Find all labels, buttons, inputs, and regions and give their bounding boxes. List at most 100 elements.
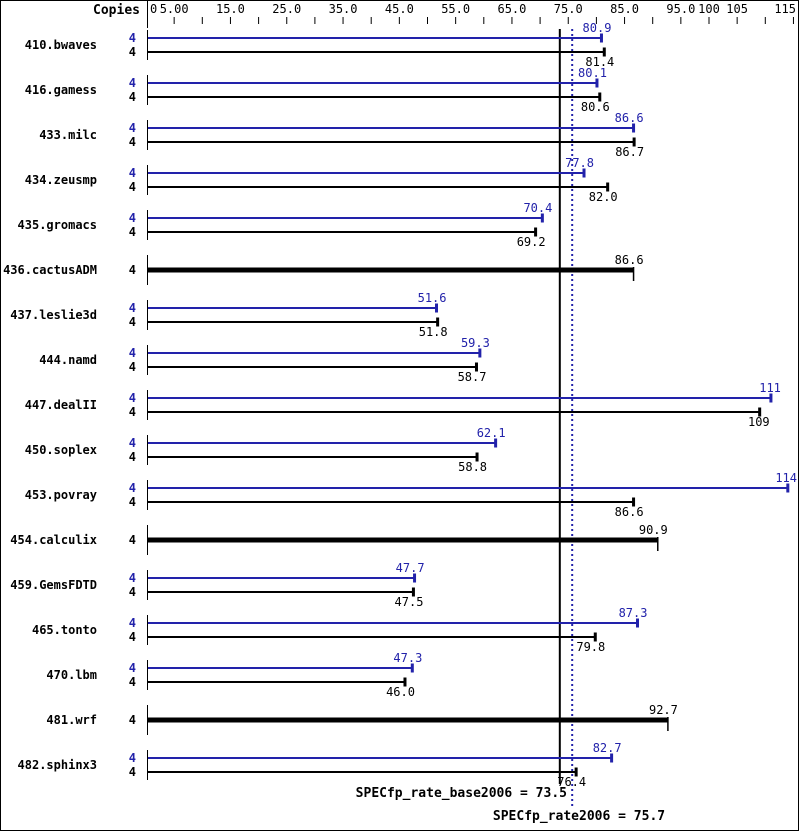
bar-base-450-soplex	[148, 456, 478, 458]
bar-peak-437-leslie3d	[148, 307, 437, 309]
value-peak-482-sphinx3: 82.7	[593, 741, 622, 755]
bar-base-416-gamess	[148, 96, 600, 98]
axis-tick-label-55: 55.0	[441, 2, 470, 16]
axis-tick-label-45: 45.0	[385, 2, 414, 16]
copies-peak-482-sphinx3: 4	[129, 751, 136, 765]
bar-base-endcap-447-dealII	[758, 407, 762, 417]
benchmark-name-434-zeusmp: 434.zeusmp	[25, 173, 97, 187]
bar-peak-endcap-450-soplex	[494, 438, 498, 448]
axis-tick-label-100: 100	[698, 2, 720, 16]
bar-base-endcap-459-GemsFDTD	[411, 587, 415, 597]
value-base-434-zeusmp: 82.0	[589, 190, 618, 204]
copies-base-444-namd: 4	[129, 360, 136, 374]
copies-peak-410-bwaves: 4	[129, 31, 136, 45]
bar-peak-endcap-447-dealII	[769, 393, 773, 403]
bar-base-endcap-481-wrf	[667, 717, 669, 731]
bar-base-435-gromacs	[148, 231, 536, 233]
bar-base-465-tonto	[148, 636, 596, 638]
copies-base-434-zeusmp: 4	[129, 180, 136, 194]
bar-base-endcap-453-povray	[632, 497, 636, 507]
copies-base-450-soplex: 4	[129, 450, 136, 464]
bar-base-endcap-433-milc	[632, 137, 636, 147]
copies-peak-459-GemsFDTD: 4	[129, 571, 136, 585]
value-base-410-bwaves: 81.4	[585, 55, 614, 69]
copies-base-459-GemsFDTD: 4	[129, 585, 136, 599]
value-peak-465-tonto: 87.3	[619, 606, 648, 620]
axis-tick-label-35: 35.0	[329, 2, 358, 16]
benchmark-name-470-lbm: 470.lbm	[46, 668, 97, 682]
copies-base-433-milc: 4	[129, 135, 136, 149]
bar-peak-endcap-465-tonto	[635, 618, 639, 628]
bar-base-444-namd	[148, 366, 477, 368]
bar-peak-endcap-453-povray	[786, 483, 790, 493]
benchmark-name-482-sphinx3: 482.sphinx3	[18, 758, 97, 772]
benchmark-name-453-povray: 453.povray	[25, 488, 97, 502]
bar-base-437-leslie3d	[148, 321, 438, 323]
value-base-436-cactusADM: 86.6	[615, 253, 644, 267]
copies-base-435-gromacs: 4	[129, 225, 136, 239]
bar-peak-endcap-482-sphinx3	[610, 753, 614, 763]
bar-peak-endcap-437-leslie3d	[435, 303, 439, 313]
copies-peak-416-gamess: 4	[129, 76, 136, 90]
value-base-465-tonto: 79.8	[576, 640, 605, 654]
copies-peak-435-gromacs: 4	[129, 211, 136, 225]
copies-peak-444-namd: 4	[129, 346, 136, 360]
bar-base-434-zeusmp	[148, 186, 608, 188]
benchmark-name-454-calculix: 454.calculix	[10, 533, 97, 547]
value-peak-450-soplex: 62.1	[477, 426, 506, 440]
copies-peak-450-soplex: 4	[129, 436, 136, 450]
summary-base-line: SPECfp_rate_base2006 = 73.5	[355, 786, 567, 801]
bar-peak-endcap-444-namd	[478, 348, 482, 358]
bar-base-436-cactusADM	[148, 267, 634, 273]
bar-peak-453-povray	[148, 487, 788, 489]
value-peak-435-gromacs: 70.4	[523, 201, 552, 215]
axis-tick-label-25: 25.0	[272, 2, 301, 16]
bar-base-481-wrf	[148, 717, 668, 723]
benchmark-name-481-wrf: 481.wrf	[46, 713, 97, 727]
bar-base-endcap-470-lbm	[403, 677, 407, 687]
axis-tick-label-15: 15.0	[216, 2, 245, 16]
bar-peak-endcap-459-GemsFDTD	[413, 573, 417, 583]
benchmark-name-459-GemsFDTD: 459.GemsFDTD	[10, 578, 97, 592]
bar-base-410-bwaves	[148, 51, 605, 53]
value-peak-447-dealII: 111	[759, 381, 781, 395]
value-peak-453-povray: 114	[775, 471, 797, 485]
axis-tick-label-0: 0	[150, 2, 157, 16]
axis-tick-label-5: 5.00	[160, 2, 189, 16]
benchmark-name-447-dealII: 447.dealII	[25, 398, 97, 412]
copies-peak-433-milc: 4	[129, 121, 136, 135]
benchmark-name-465-tonto: 465.tonto	[32, 623, 97, 637]
bar-peak-435-gromacs	[148, 217, 543, 219]
value-base-433-milc: 86.7	[615, 145, 644, 159]
axis-tick-label-105: 105	[726, 2, 748, 16]
bar-base-453-povray	[148, 501, 634, 503]
axis-tick-label-85: 85.0	[610, 2, 639, 16]
value-peak-434-zeusmp: 77.8	[565, 156, 594, 170]
copies-base-436-cactusADM: 4	[129, 263, 136, 277]
bar-base-endcap-436-cactusADM	[632, 267, 635, 281]
benchmark-name-416-gamess: 416.gamess	[25, 83, 97, 97]
copies-base-416-gamess: 4	[129, 90, 136, 104]
bar-base-endcap-482-sphinx3	[574, 767, 578, 777]
value-peak-416-gamess: 80.1	[578, 66, 607, 80]
value-base-416-gamess: 80.6	[581, 100, 610, 114]
value-peak-437-leslie3d: 51.6	[418, 291, 447, 305]
copies-peak-447-dealII: 4	[129, 391, 136, 405]
bar-peak-482-sphinx3	[148, 757, 612, 759]
bar-base-endcap-465-tonto	[593, 632, 597, 642]
copies-base-410-bwaves: 4	[129, 45, 136, 59]
bar-base-endcap-454-calculix	[657, 537, 659, 551]
copies-peak-470-lbm: 4	[129, 661, 136, 675]
bar-base-endcap-434-zeusmp	[606, 182, 610, 192]
copies-base-470-lbm: 4	[129, 675, 136, 689]
benchmark-name-450-soplex: 450.soplex	[25, 443, 97, 457]
value-base-454-calculix: 90.9	[639, 523, 668, 537]
value-peak-444-namd: 59.3	[461, 336, 490, 350]
bar-peak-endcap-433-milc	[632, 123, 636, 133]
bar-base-endcap-450-soplex	[475, 452, 479, 462]
benchmark-name-435-gromacs: 435.gromacs	[18, 218, 97, 232]
copies-base-465-tonto: 4	[129, 630, 136, 644]
axis-tick-label-115: 115	[774, 2, 796, 16]
bar-peak-447-dealII	[148, 397, 771, 399]
